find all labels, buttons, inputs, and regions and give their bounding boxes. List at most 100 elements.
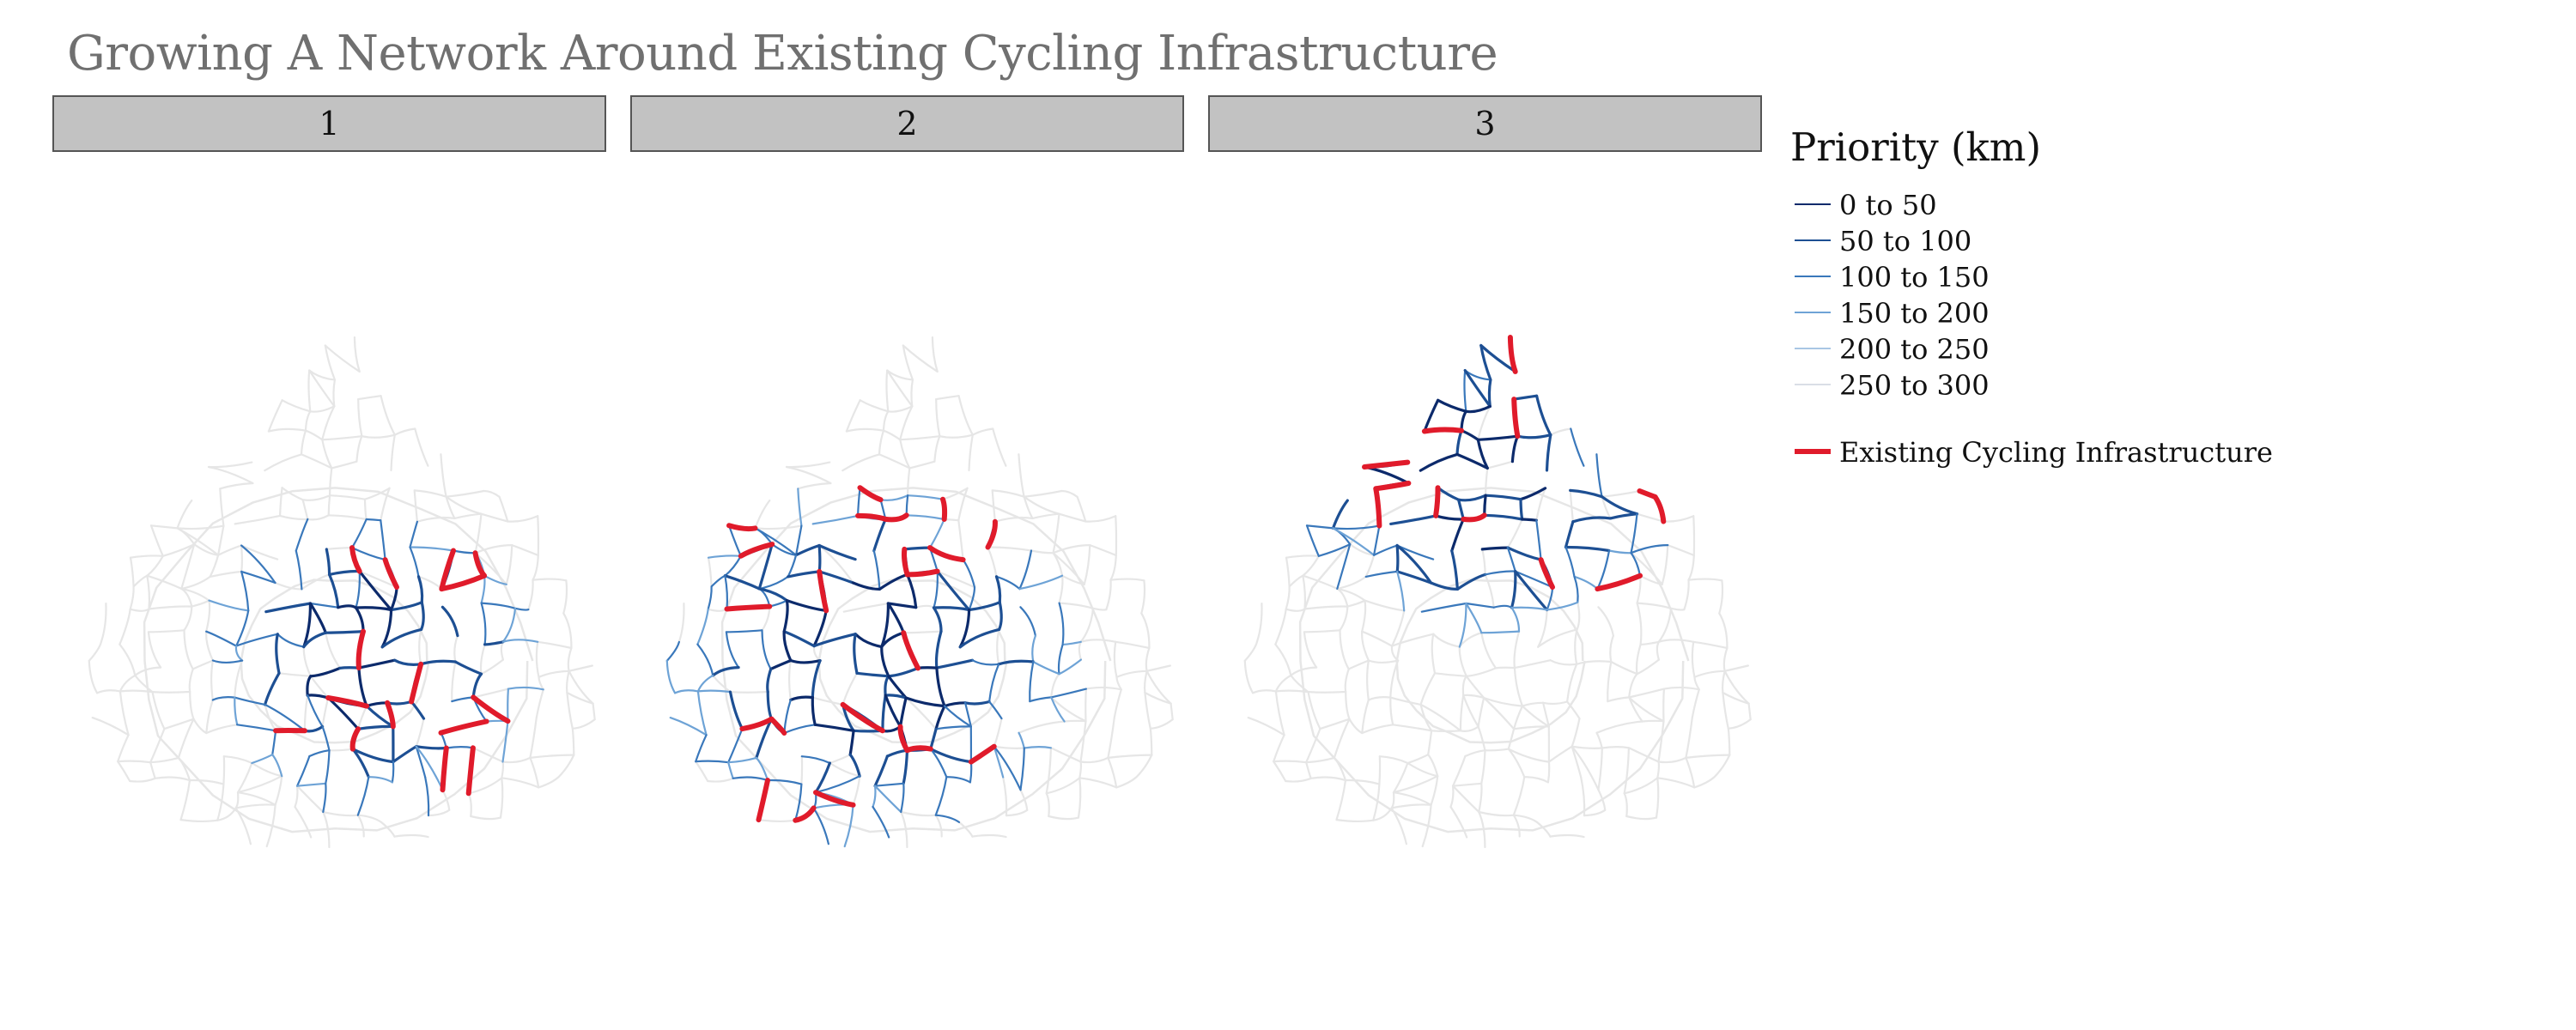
- base-road-segment: [301, 499, 309, 520]
- priority-segment: [451, 696, 475, 703]
- legend-item-label: Existing Cycling Infrastructure: [1839, 436, 2273, 469]
- priority-segment: [391, 760, 395, 784]
- priority-segment: [501, 720, 509, 763]
- base-road-segment: [1494, 666, 1516, 670]
- base-road-segment: [1513, 705, 1524, 730]
- base-road-segment: [1079, 720, 1087, 763]
- priority-segment: [1564, 520, 1575, 549]
- priority-segment: [789, 658, 822, 664]
- base-road-segment: [1477, 405, 1492, 441]
- priority-segment: [328, 573, 340, 609]
- base-road-segment: [498, 495, 509, 523]
- base-road-segment: [1140, 612, 1151, 650]
- base-road-segment: [1656, 640, 1660, 661]
- priority-segment: [452, 549, 477, 554]
- existing-cycle-segment: [471, 694, 511, 724]
- priority-segment: [902, 546, 932, 551]
- base-road-segment: [240, 544, 279, 560]
- base-road-segment: [1372, 783, 1381, 821]
- base-road-segment: [1662, 686, 1700, 691]
- priority-segment: [725, 629, 763, 633]
- base-road-segment: [1636, 602, 1673, 609]
- priority-segment: [1460, 429, 1479, 441]
- base-road-segment: [390, 433, 396, 472]
- priority-segment: [309, 602, 339, 609]
- base-road-segment: [1378, 755, 1409, 765]
- priority-segment: [1396, 544, 1435, 560]
- base-road-segment: [118, 643, 137, 676]
- priority-segment: [783, 699, 792, 735]
- legend-line-swatch: [1795, 203, 1831, 205]
- base-road-segment: [1335, 779, 1347, 821]
- base-road-segment: [267, 427, 307, 433]
- base-road-segment: [327, 514, 368, 521]
- priority-segment: [794, 543, 821, 557]
- base-road-segment: [1657, 756, 1687, 764]
- base-road-segment: [993, 718, 1003, 748]
- base-road-segment: [1302, 574, 1339, 590]
- base-road-segment: [301, 494, 331, 501]
- base-road-segment: [1406, 761, 1439, 778]
- base-road-segment: [535, 688, 544, 719]
- base-road-segment: [1656, 760, 1661, 779]
- priority-segment: [1519, 498, 1524, 521]
- legend-item-200-250: 200 to 250: [1790, 331, 2546, 367]
- priority-segment: [994, 575, 1002, 604]
- base-road-segment: [1302, 574, 1307, 610]
- base-road-segment: [1419, 672, 1437, 706]
- base-road-segment: [281, 487, 304, 501]
- priority-segment: [1630, 512, 1638, 554]
- priority-segment: [696, 689, 732, 694]
- priority-segment: [880, 645, 890, 678]
- base-road-segment: [1432, 633, 1461, 648]
- base-road-segment: [1513, 725, 1550, 730]
- base-road-segment: [1243, 640, 1258, 662]
- existing-cycle-segment: [1362, 459, 1411, 470]
- base-road-segment: [148, 605, 193, 610]
- base-road-segment: [707, 777, 734, 783]
- priority-segment: [1395, 543, 1433, 585]
- base-road-segment: [300, 429, 307, 456]
- priority-segment: [879, 494, 909, 501]
- priority-segment: [308, 602, 327, 634]
- priority-segment: [669, 717, 708, 736]
- legend-line-swatch: [1795, 348, 1831, 349]
- base-road-segment: [987, 546, 998, 578]
- base-road-segment: [1595, 731, 1603, 749]
- base-road-segment: [900, 810, 908, 849]
- priority-segment: [817, 543, 822, 573]
- base-road-segment: [1378, 755, 1382, 785]
- existing-cycle-segment: [1595, 573, 1643, 592]
- base-road-segment: [761, 605, 771, 632]
- existing-cycling-infrastructure: [273, 545, 511, 797]
- base-road-segment: [440, 453, 447, 498]
- priority-segment: [240, 570, 276, 585]
- priority-segment: [240, 544, 276, 585]
- priority-segment: [848, 729, 855, 756]
- base-road-segment: [1639, 640, 1660, 645]
- base-road-segment: [1285, 777, 1312, 783]
- priority-segment: [324, 630, 365, 634]
- base-road-segment: [800, 755, 804, 785]
- priority-segment: [884, 675, 890, 697]
- priority-segment: [797, 488, 803, 527]
- base-road-segment: [957, 821, 974, 838]
- base-road-segment: [1507, 748, 1526, 779]
- priority-segment: [1480, 546, 1510, 551]
- legend-item-label: 100 to 150: [1839, 261, 1990, 294]
- base-road-segment: [1050, 696, 1087, 723]
- base-road-segment: [445, 489, 485, 498]
- base-road-segment: [1285, 608, 1306, 612]
- priority-segment: [295, 549, 303, 591]
- base-road-segment: [899, 405, 914, 441]
- priority-segment: [1029, 660, 1035, 703]
- existing-cycle-segment: [901, 546, 910, 578]
- base-road-segment: [210, 659, 214, 701]
- priority-segment: [766, 779, 803, 785]
- priority-segment: [380, 608, 393, 649]
- base-road-segment: [1478, 810, 1515, 817]
- priority-segment: [337, 604, 358, 609]
- base-road-segment: [1305, 756, 1335, 764]
- base-road-segment: [413, 489, 418, 523]
- priority-segment: [507, 686, 544, 691]
